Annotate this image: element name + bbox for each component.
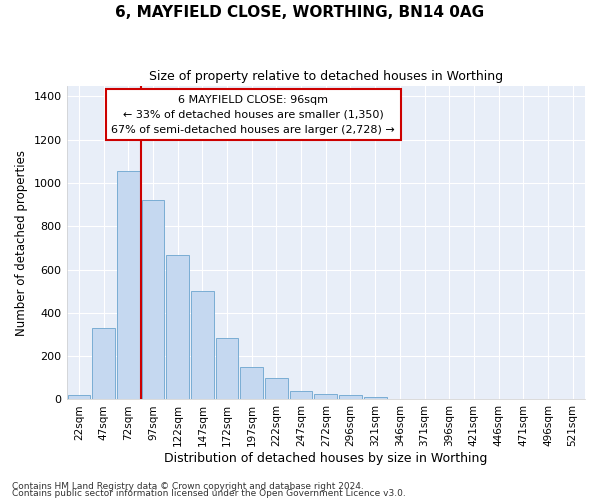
Text: 6 MAYFIELD CLOSE: 96sqm
← 33% of detached houses are smaller (1,350)
67% of semi: 6 MAYFIELD CLOSE: 96sqm ← 33% of detache… (112, 95, 395, 134)
Bar (215, 338, 238, 400)
Bar (117, 171, 140, 400)
Bar (339, 395, 362, 400)
Title: Size of property relative to detached houses in Worthing: Size of property relative to detached ho… (149, 70, 503, 83)
Bar (68, 395, 90, 400)
Bar (166, 256, 189, 400)
Text: Contains HM Land Registry data © Crown copyright and database right 2024.: Contains HM Land Registry data © Crown c… (12, 482, 364, 491)
Bar (265, 378, 288, 400)
Bar (314, 394, 337, 400)
Bar (191, 291, 214, 400)
Bar (290, 391, 313, 400)
Y-axis label: Number of detached properties: Number of detached properties (15, 150, 28, 336)
Bar (92, 328, 115, 400)
X-axis label: Distribution of detached houses by size in Worthing: Distribution of detached houses by size … (164, 452, 487, 465)
Bar (142, 200, 164, 400)
Bar (241, 367, 263, 400)
Text: 6, MAYFIELD CLOSE, WORTHING, BN14 0AG: 6, MAYFIELD CLOSE, WORTHING, BN14 0AG (115, 5, 485, 20)
Bar (364, 397, 386, 400)
Text: Contains public sector information licensed under the Open Government Licence v3: Contains public sector information licen… (12, 490, 406, 498)
